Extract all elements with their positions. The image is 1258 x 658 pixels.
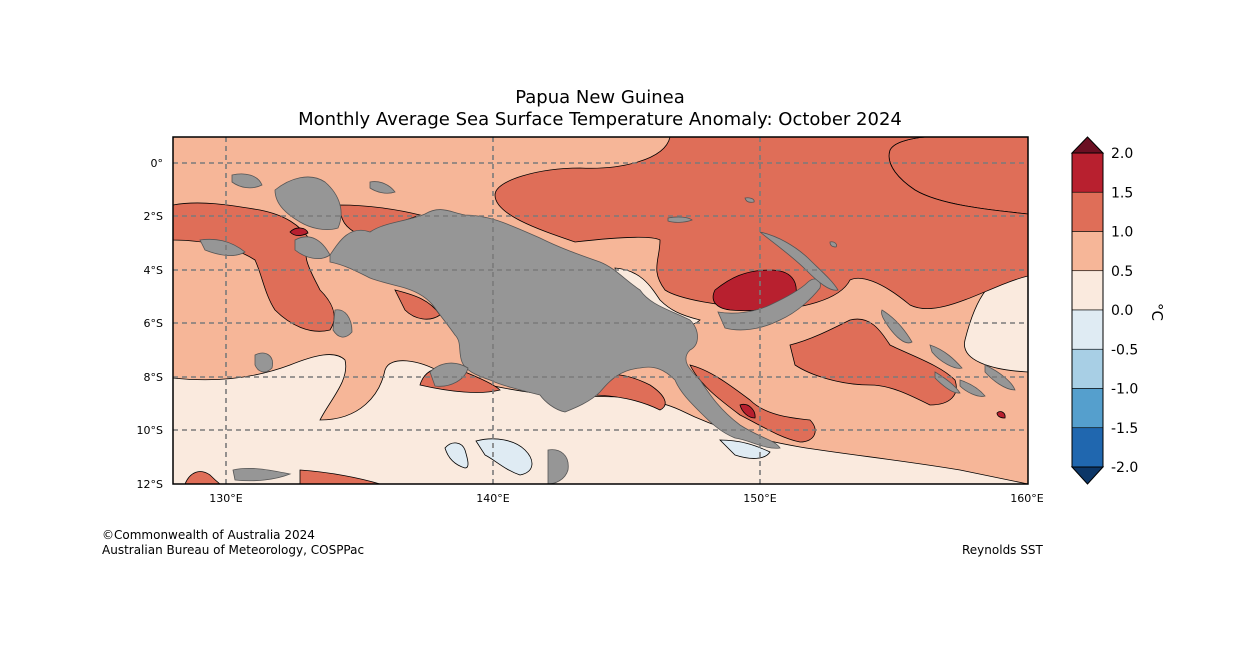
colorbar-band-0 <box>1071 152 1104 193</box>
colorbar-band-1 <box>1071 191 1104 232</box>
colorbar-label: -0.5 <box>1111 342 1138 358</box>
x-tick-160e: 160°E <box>1010 492 1043 505</box>
data-source: Reynolds SST <box>962 543 1043 557</box>
colorbar-band-4 <box>1071 309 1104 350</box>
colorbar-band-7 <box>1071 427 1104 468</box>
anomaly-band-neg-0.5-0.0-arafura <box>475 438 533 476</box>
agency-line: Australian Bureau of Meteorology, COSPPa… <box>102 543 365 557</box>
y-tick-10s: 10°S <box>137 424 163 437</box>
colorbar-band-5 <box>1071 348 1104 389</box>
colorbar-extend-high <box>1070 136 1105 154</box>
y-tick-12s: 12°S <box>137 478 163 491</box>
map-frame <box>172 136 1029 485</box>
x-tick-150e: 150°E <box>743 492 776 505</box>
y-tick-8s: 8°S <box>144 371 163 384</box>
colorbar-label: -1.0 <box>1111 382 1138 398</box>
copyright-line: ©Commonwealth of Australia 2024 <box>102 528 315 542</box>
colorbar-label: 2.0 <box>1111 146 1133 162</box>
manus-island <box>667 216 693 223</box>
title-line-2: Monthly Average Sea Surface Temperature … <box>298 109 902 130</box>
anomaly-band-neg-0.5-0.0-coral <box>719 439 771 459</box>
colorbar-label: -1.5 <box>1111 421 1138 437</box>
x-tick-labels: 130°E 140°E 150°E 160°E <box>209 492 1043 505</box>
colorbar-band-3 <box>1071 270 1104 311</box>
anomaly-band-1.0-1.5-solomon <box>789 318 957 406</box>
copyright-credit: ©Commonwealth of Australia 2024 Australi… <box>102 528 364 558</box>
colorbar-label: 1.5 <box>1111 185 1133 201</box>
colorbar-label: 1.0 <box>1111 225 1133 241</box>
colorbar-label: -2.0 <box>1111 460 1138 476</box>
colorbar-band-6 <box>1071 388 1104 429</box>
graticule <box>173 137 1028 484</box>
colorbar-frame <box>1071 152 1104 468</box>
title-line-1: Papua New Guinea <box>515 87 685 108</box>
new-guinea-mainland <box>329 209 781 449</box>
colorbar-band-2 <box>1071 231 1104 272</box>
bougainville-island <box>881 309 913 344</box>
anomaly-band-1.0-1.5-milne <box>689 364 816 443</box>
solomon-islands <box>929 344 1016 397</box>
colorbar-label: 0.5 <box>1111 264 1133 280</box>
y-tick-0: 0° <box>151 157 164 170</box>
anomaly-band-1.0-1.5-papuan <box>589 374 666 411</box>
colorbar: 2.0 1.5 1.0 0.5 0.0 -0.5 -1.0 -1.5 -2.0 °C <box>1070 136 1166 485</box>
colorbar-label: 0.0 <box>1111 303 1133 319</box>
x-tick-140e: 140°E <box>476 492 509 505</box>
colorbar-unit: °C <box>1148 303 1166 321</box>
y-tick-6s: 6°S <box>144 317 163 330</box>
y-tick-4s: 4°S <box>144 264 163 277</box>
y-tick-2s: 2°S <box>144 210 163 223</box>
map-title: Papua New Guinea Monthly Average Sea Sur… <box>170 87 1030 131</box>
new-ireland-island <box>759 231 839 291</box>
y-tick-labels: 0° 2°S 4°S 6°S 8°S 10°S 12°S <box>137 157 163 491</box>
anomaly-field <box>173 137 1028 484</box>
colorbar-extend-low <box>1070 466 1105 485</box>
anomaly-band-1.5-2.0-west <box>289 227 1006 419</box>
anomaly-band-neg-0.5-0.0-west <box>444 442 469 469</box>
admiralty-islands <box>744 197 837 248</box>
x-tick-130e: 130°E <box>209 492 242 505</box>
